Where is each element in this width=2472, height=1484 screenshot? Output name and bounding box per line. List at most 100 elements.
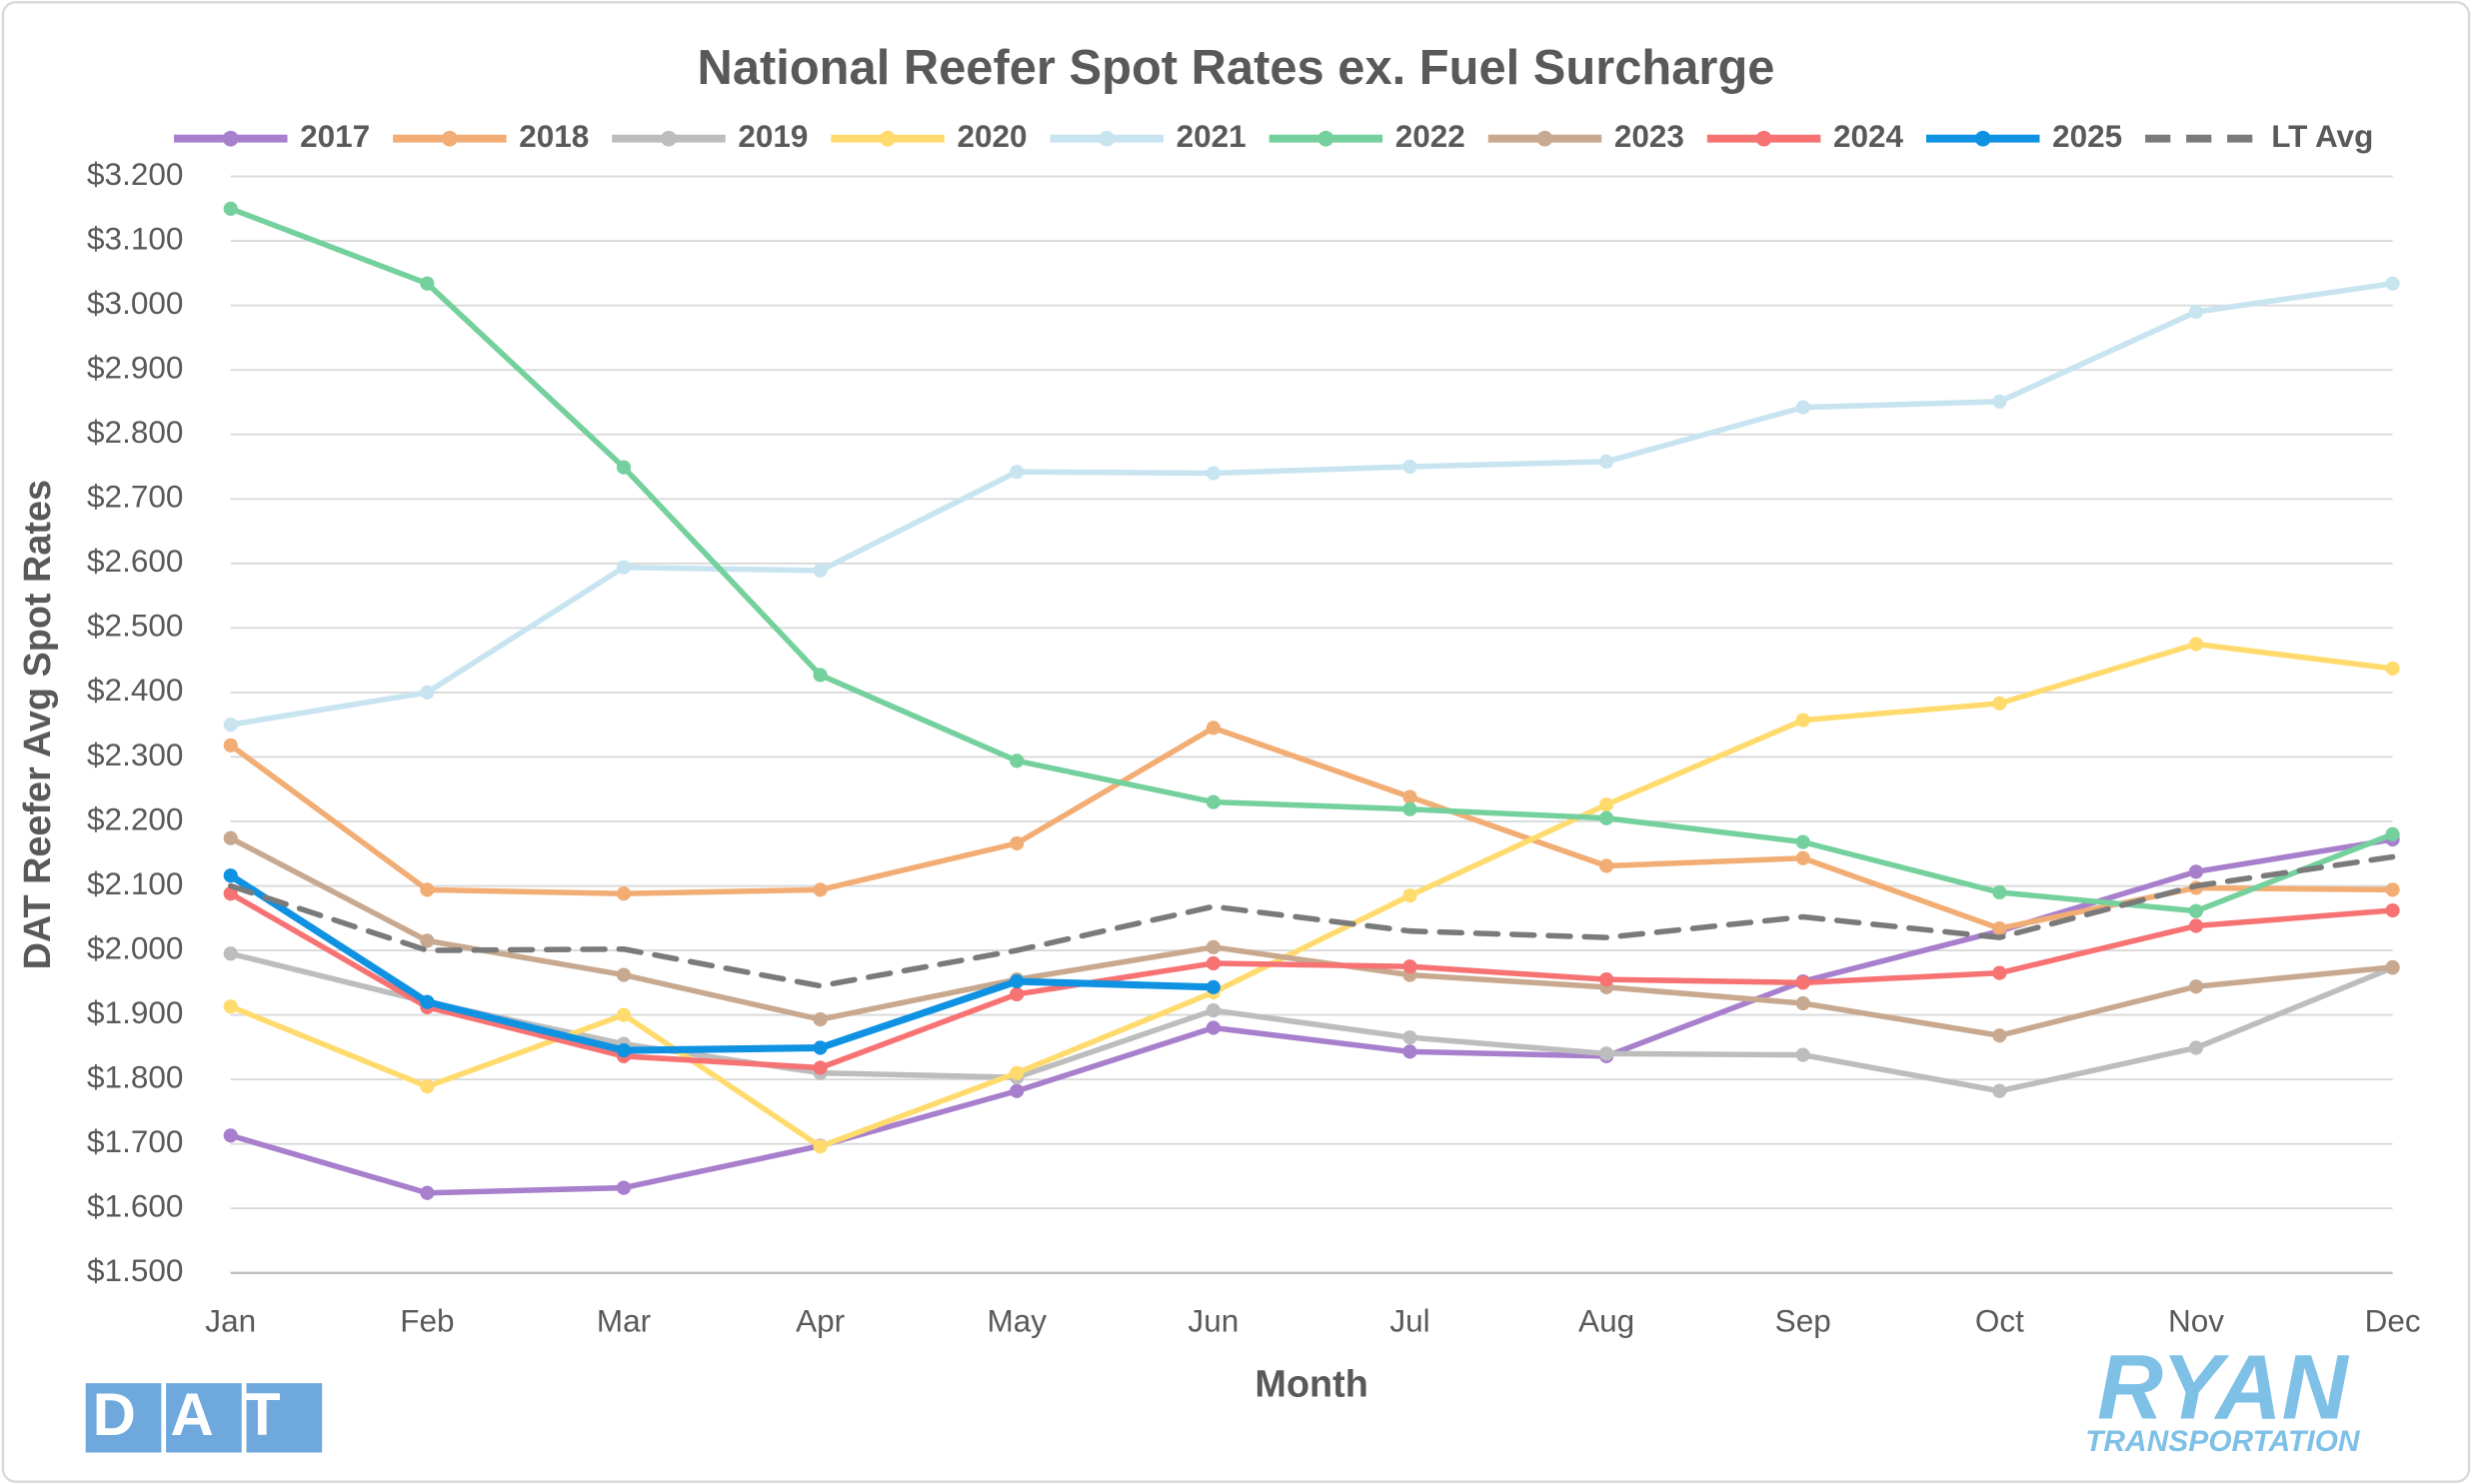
marker	[1402, 801, 1417, 816]
y-tick-label: $2.800	[87, 414, 183, 450]
marker	[2385, 902, 2400, 918]
line	[227, 725, 2396, 931]
marker	[1795, 995, 1810, 1011]
marker	[2188, 305, 2204, 320]
marker	[813, 1040, 828, 1055]
marker	[813, 1060, 828, 1075]
marker	[1206, 979, 1221, 994]
legend-label: 2019	[738, 118, 808, 154]
legend-label: 2018	[519, 118, 589, 154]
marker	[1206, 794, 1221, 809]
marker	[1402, 888, 1417, 903]
marker	[1992, 921, 2007, 936]
marker	[616, 1007, 632, 1022]
legend-label: 2024	[1833, 118, 1904, 154]
logo-box	[85, 1383, 162, 1453]
marker	[1795, 1047, 1810, 1062]
logo-box	[246, 1383, 323, 1453]
marker	[1992, 1028, 2007, 1043]
logo-text: DAT	[93, 1381, 316, 1448]
marker	[2385, 276, 2400, 291]
marker	[1402, 789, 1417, 804]
marker	[1010, 465, 1025, 480]
x-tick-label: Jan	[205, 1303, 256, 1339]
marker	[2188, 637, 2204, 652]
y-tick-label: $1.800	[87, 1058, 183, 1094]
marker	[223, 886, 238, 901]
line	[227, 834, 2396, 1039]
legend-label: LT Avg	[2271, 118, 2373, 154]
y-tick-label: $2.900	[87, 350, 183, 386]
marker	[420, 882, 435, 897]
y-axis-label: DAT Reefer Avg Spot Rates	[17, 480, 59, 969]
marker	[420, 276, 435, 291]
x-tick-label: Feb	[400, 1303, 454, 1339]
y-tick-label: $2.100	[87, 865, 183, 901]
y-tick-label: $3.100	[87, 220, 183, 256]
marker	[420, 933, 435, 948]
marker	[1599, 797, 1614, 812]
y-tick-label: $2.600	[87, 543, 183, 579]
series	[227, 853, 2396, 989]
line	[227, 206, 2396, 914]
marker	[1206, 955, 1221, 971]
x-tick-label: Apr	[796, 1303, 845, 1339]
line	[227, 950, 2396, 1094]
marker	[1402, 459, 1417, 475]
marker	[1402, 1044, 1417, 1059]
series	[223, 637, 2400, 1154]
marker	[616, 1042, 632, 1058]
marker	[2385, 959, 2400, 974]
marker	[1795, 834, 1810, 849]
marker	[1599, 972, 1614, 987]
marker	[616, 967, 632, 982]
marker	[223, 999, 238, 1014]
x-tick-label: Aug	[1578, 1303, 1634, 1339]
line	[227, 890, 2396, 1071]
marker	[1402, 1030, 1417, 1045]
marker	[420, 1079, 435, 1094]
marker	[2188, 903, 2204, 918]
marker	[1010, 973, 1025, 989]
dat-logo: DAT	[85, 1381, 323, 1453]
marker	[223, 946, 238, 961]
marker	[1206, 939, 1221, 954]
x-tick-label: Oct	[1975, 1303, 2024, 1339]
x-tick-label: Mar	[597, 1303, 651, 1339]
legend-marker	[1974, 130, 1991, 147]
marker	[1599, 454, 1614, 469]
marker	[1206, 1002, 1221, 1018]
marker	[223, 830, 238, 845]
y-tick-label: $2.000	[87, 929, 183, 965]
legend-marker	[222, 130, 239, 147]
marker	[1795, 850, 1810, 865]
x-tick-label: Sep	[1775, 1303, 1831, 1339]
y-tick-label: $1.500	[87, 1252, 183, 1288]
marker	[1599, 810, 1614, 825]
marker	[1010, 753, 1025, 768]
legend-label: 2021	[1177, 118, 1246, 154]
marker	[1206, 1020, 1221, 1035]
series	[223, 868, 1221, 1058]
marker	[1795, 400, 1810, 415]
y-tick-label: $2.400	[87, 672, 183, 708]
marker	[1010, 1065, 1025, 1080]
marker	[1402, 959, 1417, 974]
y-tick-label: $1.900	[87, 994, 183, 1030]
y-tick-label: $3.000	[87, 285, 183, 321]
marker	[223, 738, 238, 752]
marker	[1992, 965, 2007, 980]
marker	[813, 882, 828, 897]
marker	[2188, 864, 2204, 879]
line	[227, 853, 2396, 989]
marker	[223, 201, 238, 216]
x-tick-label: Dec	[2365, 1303, 2421, 1339]
y-tick-label: $2.300	[87, 737, 183, 772]
line	[227, 641, 2396, 1150]
marker	[1795, 713, 1810, 728]
legend-label: 2020	[957, 118, 1027, 154]
y-tick-label: $3.200	[87, 156, 183, 192]
legend-marker	[1317, 130, 1334, 147]
